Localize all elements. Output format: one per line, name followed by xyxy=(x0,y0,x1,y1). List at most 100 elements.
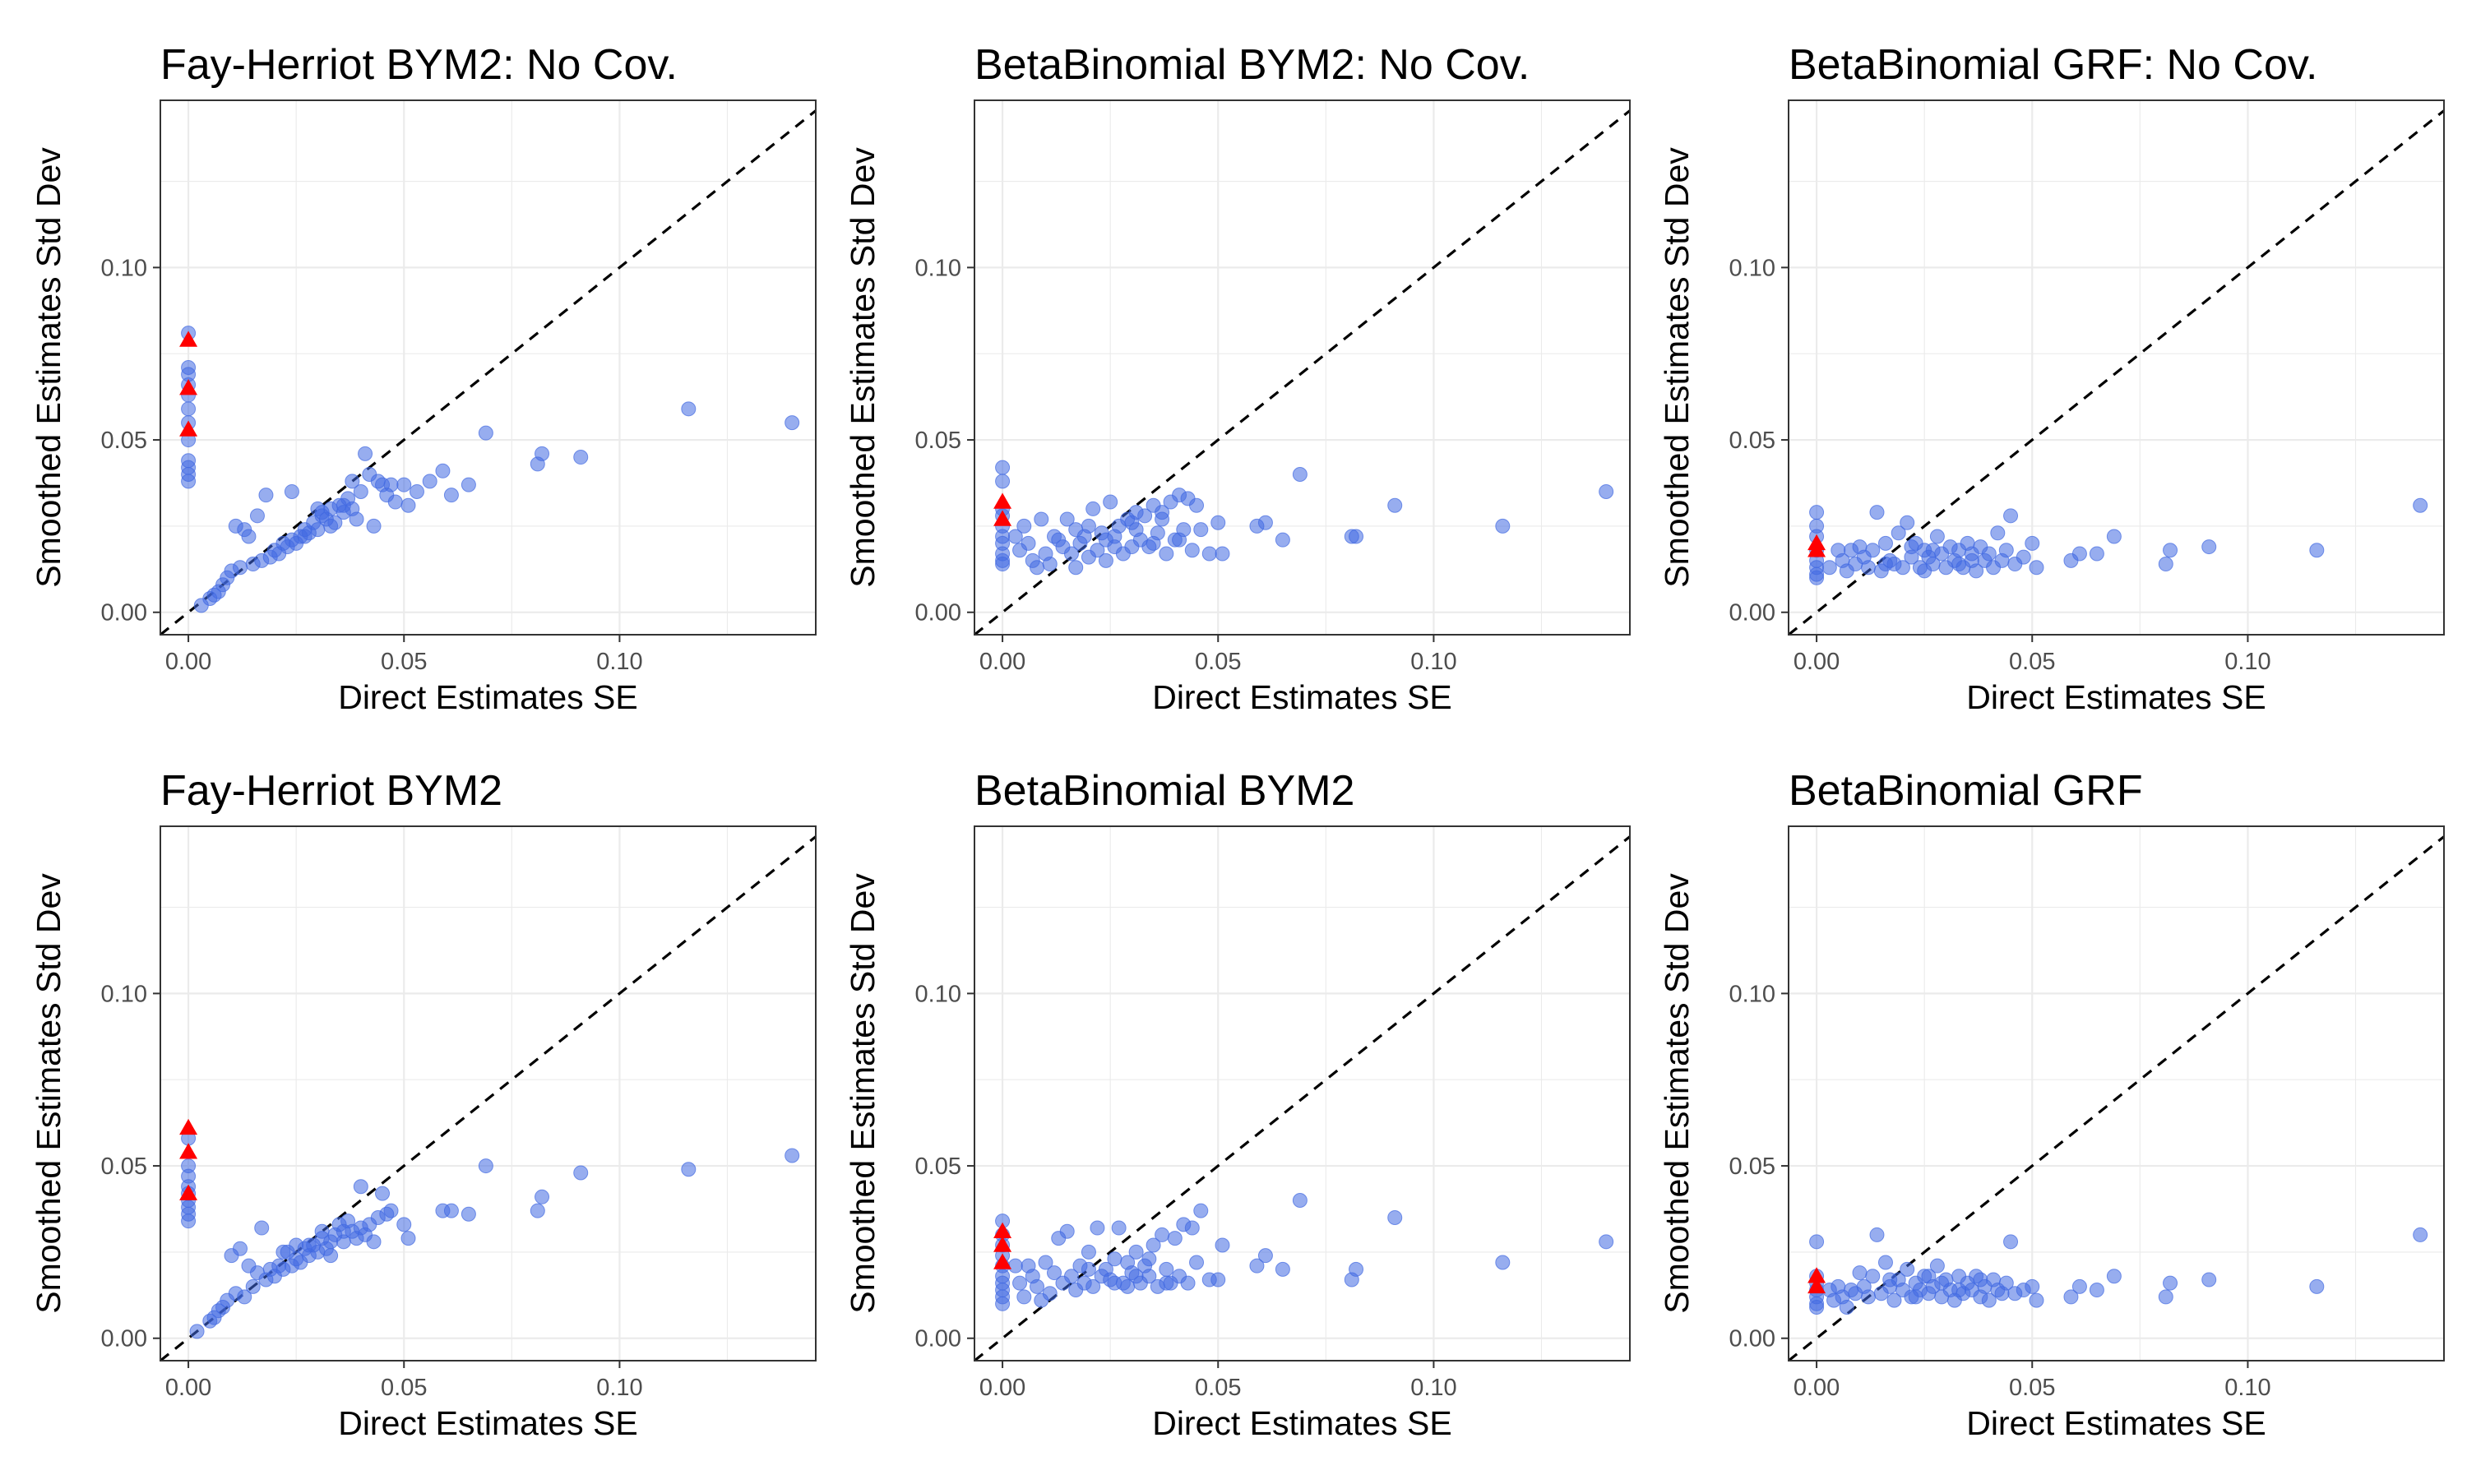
red-triangle-point xyxy=(179,379,198,395)
data-point xyxy=(681,1162,697,1177)
data-point xyxy=(1159,1275,1174,1291)
data-point xyxy=(1921,1269,1937,1284)
data-point xyxy=(275,1244,291,1260)
data-point xyxy=(1964,552,1979,568)
data-point xyxy=(1973,1272,1988,1288)
data-point xyxy=(2106,1269,2122,1284)
data-point xyxy=(181,401,197,417)
panel-2: 0.00 0.05 0.10 0.00 0.05 0.10 Direct Estimates… xyxy=(844,41,1631,716)
data-point xyxy=(2163,1275,2178,1291)
data-point xyxy=(2029,560,2044,576)
data-point xyxy=(1275,1261,1290,1277)
data-point xyxy=(1030,1278,1045,1294)
data-point xyxy=(1090,1220,1105,1236)
panel-border xyxy=(1788,825,2445,1361)
y-tick-label: 0.00 xyxy=(915,600,961,626)
gridlines xyxy=(1789,826,2444,1361)
data-point xyxy=(1210,515,1226,530)
data-point xyxy=(1007,1258,1023,1274)
data-point xyxy=(1193,1203,1209,1218)
x-tick-label: 0.10 xyxy=(596,649,642,675)
red-triangle-point xyxy=(1807,1277,1826,1294)
data-point xyxy=(1886,1292,1902,1308)
data-point xyxy=(2003,508,2019,524)
y-axis-title: Smoothed Estimates Std Dev xyxy=(844,147,882,588)
data-point xyxy=(1141,1251,1157,1267)
y-tick-label: 0.00 xyxy=(101,600,147,626)
data-point xyxy=(478,1158,493,1174)
data-point xyxy=(1085,501,1101,516)
data-point xyxy=(1495,1255,1511,1270)
x-tick-label: 0.10 xyxy=(1410,649,1456,675)
data-point xyxy=(245,1278,261,1294)
y-tick-label: 0.05 xyxy=(1729,428,1775,454)
x-axis-title: Direct Estimates SE xyxy=(1966,1404,2266,1442)
data-point xyxy=(1172,532,1187,548)
x-axis-title: Direct Estimates SE xyxy=(338,678,638,716)
data-point xyxy=(284,483,299,499)
data-point xyxy=(1275,532,1290,548)
data-point xyxy=(1155,505,1170,520)
data-point xyxy=(2309,1278,2325,1294)
y-axis-title: Smoothed Estimates Std Dev xyxy=(844,873,882,1314)
data-point xyxy=(1107,529,1122,544)
data-point xyxy=(1599,1234,1614,1250)
x-tick-label: 0.00 xyxy=(1794,1375,1840,1401)
data-point xyxy=(1877,557,1893,572)
data-point xyxy=(1809,1234,1825,1250)
x-tick-label: 0.00 xyxy=(979,1375,1025,1401)
data-point xyxy=(1900,1261,1915,1277)
x-tick-label: 0.00 xyxy=(165,1375,211,1401)
data-point xyxy=(1098,552,1113,568)
data-point xyxy=(2025,535,2040,551)
data-point xyxy=(1081,1244,1096,1260)
data-point xyxy=(349,511,364,527)
data-point xyxy=(366,1234,382,1250)
data-point xyxy=(1081,518,1096,534)
data-point xyxy=(2163,543,2178,558)
data-point xyxy=(1869,1227,1885,1242)
panel-title: BetaBinomial BYM2: No Cov. xyxy=(974,41,1530,89)
red-triangle-point xyxy=(179,331,198,347)
y-axis-title: Smoothed Estimates Std Dev xyxy=(30,147,67,588)
data-point xyxy=(1085,1278,1101,1294)
data-point xyxy=(323,518,339,534)
data-point xyxy=(353,483,368,499)
data-point xyxy=(358,446,373,461)
y-tick-label: 0.05 xyxy=(915,428,961,454)
red-triangle-point xyxy=(993,1253,1012,1269)
data-point xyxy=(1189,1255,1205,1270)
data-point xyxy=(1257,1248,1273,1264)
data-point xyxy=(383,1203,399,1218)
panel-6: 0.00 0.05 0.10 0.00 0.05 0.10 Direct Estimates… xyxy=(1658,767,2445,1442)
data-point xyxy=(1159,546,1174,562)
x-axis-title: Direct Estimates SE xyxy=(1152,1404,1452,1442)
data-points xyxy=(179,1118,800,1339)
y-tick-label: 0.00 xyxy=(915,1326,961,1352)
panel-title: Fay-Herriot BYM2 xyxy=(160,767,502,815)
data-point xyxy=(1869,505,1885,520)
panel-title: BetaBinomial GRF xyxy=(1789,767,2143,815)
panel-1: 0.00 0.05 0.10 0.00 0.05 0.10 Direct Estimates… xyxy=(30,41,817,716)
data-point xyxy=(2158,557,2173,572)
data-point xyxy=(1146,535,1161,551)
data-point xyxy=(1951,1283,1967,1298)
data-point xyxy=(1981,1292,1997,1308)
data-point xyxy=(1861,1289,1877,1305)
data-point xyxy=(1007,529,1023,544)
data-point xyxy=(1925,543,1941,558)
data-point xyxy=(396,477,412,492)
data-point xyxy=(2201,539,2217,555)
data-point xyxy=(2106,529,2122,544)
data-point xyxy=(310,501,326,516)
x-tick-label: 0.05 xyxy=(1195,1375,1241,1401)
data-point xyxy=(2029,1292,2044,1308)
reference-line-y-equals-x xyxy=(1789,109,2444,635)
data-point xyxy=(301,1237,317,1253)
data-point xyxy=(1292,467,1308,482)
x-axis-title: Direct Estimates SE xyxy=(1966,678,2266,716)
data-point xyxy=(1821,560,1837,576)
x-tick-label: 0.10 xyxy=(596,1375,642,1401)
data-point xyxy=(1059,1223,1075,1239)
data-point xyxy=(1929,1258,1945,1274)
